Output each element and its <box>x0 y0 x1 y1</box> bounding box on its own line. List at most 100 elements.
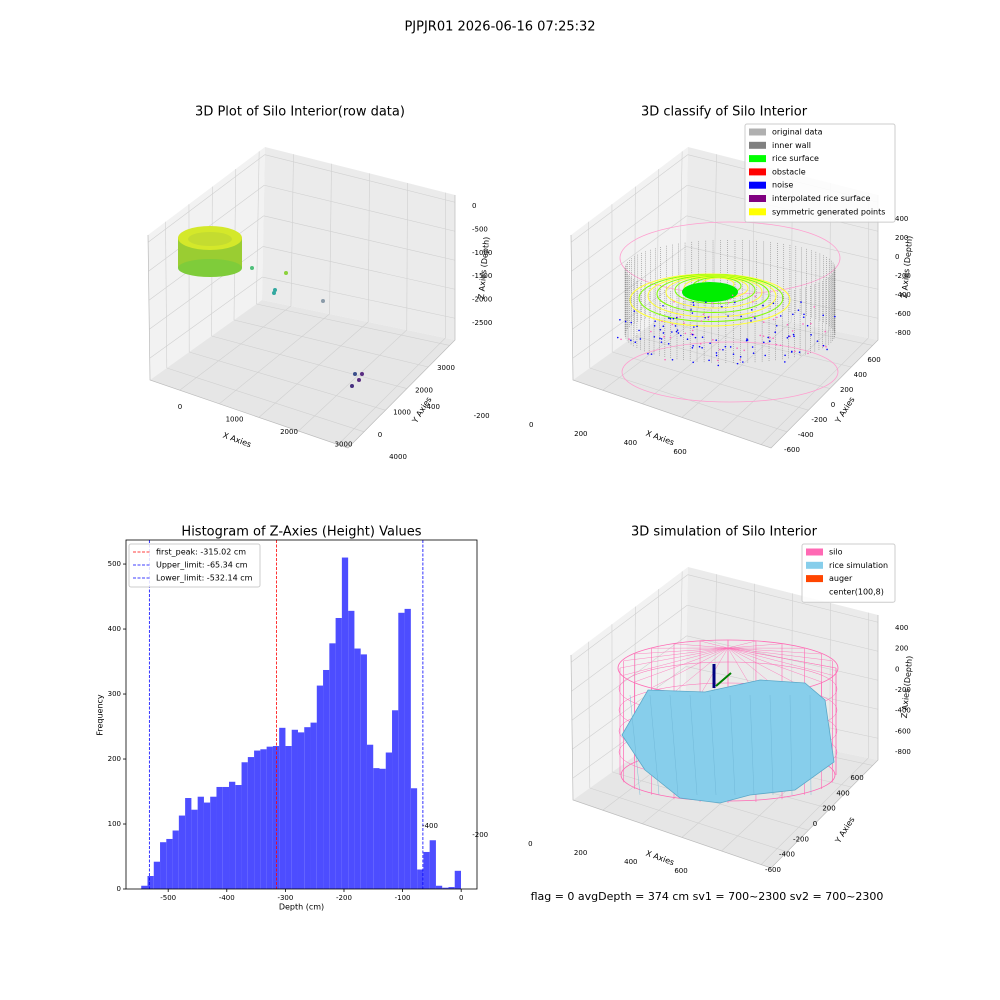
legend-swatch <box>749 208 766 216</box>
pane-grid <box>166 367 365 433</box>
pane-grid <box>233 319 429 368</box>
pane-grid <box>642 313 753 405</box>
x-tick-label: -400 <box>424 403 440 411</box>
bar <box>354 648 361 889</box>
surface-mesh <box>809 694 812 796</box>
surface-mesh <box>749 694 755 796</box>
pane-grid <box>256 151 260 305</box>
bar <box>166 838 173 889</box>
point <box>692 361 694 364</box>
point <box>272 291 276 295</box>
point <box>676 329 679 331</box>
point <box>816 340 819 342</box>
x-tick-label: -100 <box>395 894 411 902</box>
surface-mesh <box>789 694 793 796</box>
y-axis-label: Frequency <box>96 694 105 736</box>
point <box>360 372 364 376</box>
bar <box>366 744 374 889</box>
y-tick-label: 200 <box>108 755 121 763</box>
point <box>321 299 325 303</box>
point <box>810 334 812 336</box>
y-tick-label: 400 <box>836 789 849 797</box>
chart-title: 3D simulation of Silo Interior <box>631 525 818 540</box>
pane-grid <box>571 635 687 721</box>
point <box>630 339 632 342</box>
point <box>727 315 729 317</box>
z-tick-label: 0 <box>895 253 899 261</box>
chart-title: 3D classify of Silo Interior <box>641 105 808 120</box>
legend-swatch <box>806 561 823 569</box>
silo-wire <box>634 647 729 683</box>
x-tick-label: -200 <box>472 831 488 839</box>
point <box>662 304 664 307</box>
y-tick-label: 2000 <box>415 386 433 394</box>
legend-swatch <box>749 155 766 163</box>
bar <box>235 785 242 889</box>
point <box>628 338 630 340</box>
point <box>810 322 812 325</box>
bar <box>297 732 305 889</box>
pane-grid <box>570 154 689 243</box>
auger <box>715 672 732 687</box>
point <box>675 317 678 319</box>
point <box>793 335 795 338</box>
bar <box>410 788 418 889</box>
point <box>716 359 719 362</box>
point <box>696 325 698 328</box>
pane-grid <box>298 329 407 432</box>
silo-wire <box>727 647 837 669</box>
z-tick-label: -2000 <box>472 296 492 304</box>
point <box>709 342 711 345</box>
bar <box>203 802 211 889</box>
point <box>711 302 714 305</box>
point <box>772 318 775 321</box>
legend-label: rice simulation <box>829 561 888 570</box>
point <box>647 353 649 355</box>
point <box>762 341 765 344</box>
pane-grid <box>570 574 689 663</box>
point <box>746 338 748 340</box>
pane <box>150 300 455 448</box>
silo-wire <box>623 647 729 676</box>
bar <box>172 830 179 889</box>
point <box>791 330 794 332</box>
legend-label: interpolated rice surface <box>772 194 870 203</box>
bar <box>266 746 273 889</box>
point <box>813 306 816 308</box>
point <box>772 302 775 305</box>
silo-wire <box>727 647 833 661</box>
point <box>663 335 665 338</box>
pane-grid <box>760 757 869 865</box>
point <box>769 336 771 339</box>
z-tick-label: -600 <box>895 310 911 318</box>
pane-grid <box>264 184 456 232</box>
pane-grid <box>149 276 263 359</box>
pane-grid <box>263 215 456 261</box>
point <box>624 320 627 323</box>
bar <box>153 861 161 889</box>
pane-grid <box>713 154 717 307</box>
pane-grid <box>264 154 456 203</box>
point <box>798 351 801 353</box>
silo-wire <box>727 643 783 649</box>
pane-grid <box>147 154 266 243</box>
x-tick-label: 3000 <box>335 441 353 449</box>
legend-swatch <box>806 588 823 596</box>
silo-wire <box>651 647 729 688</box>
point <box>806 324 809 327</box>
point <box>662 325 665 328</box>
point <box>715 352 718 354</box>
y-tick-label: 500 <box>108 560 121 568</box>
legend-swatch <box>749 141 766 149</box>
point <box>717 364 720 367</box>
bar <box>323 669 330 889</box>
point <box>776 316 778 319</box>
point <box>662 332 665 334</box>
surface-ring <box>656 275 770 313</box>
pane <box>571 147 688 380</box>
point <box>680 334 682 337</box>
pane-grid <box>256 303 450 346</box>
z-tick-label: -400 <box>895 291 911 299</box>
bar <box>398 612 405 889</box>
bar <box>254 750 261 889</box>
